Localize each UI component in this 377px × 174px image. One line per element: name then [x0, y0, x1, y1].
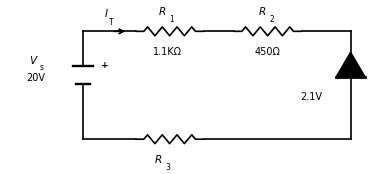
Text: 1.1KΩ: 1.1KΩ [153, 47, 182, 57]
Text: R: R [259, 7, 266, 17]
Text: 2.1V: 2.1V [300, 92, 322, 102]
Text: R: R [159, 7, 166, 17]
Text: 450Ω: 450Ω [255, 47, 280, 57]
Text: I: I [104, 9, 107, 19]
Text: 1: 1 [170, 15, 175, 24]
Text: 20V: 20V [26, 73, 45, 83]
Text: V: V [29, 56, 36, 66]
Text: 3: 3 [166, 163, 171, 172]
Text: T: T [109, 18, 114, 27]
Text: +: + [101, 61, 109, 70]
Text: s: s [40, 63, 44, 72]
Polygon shape [336, 52, 365, 77]
Text: R: R [155, 155, 162, 165]
Text: 2: 2 [270, 15, 274, 24]
